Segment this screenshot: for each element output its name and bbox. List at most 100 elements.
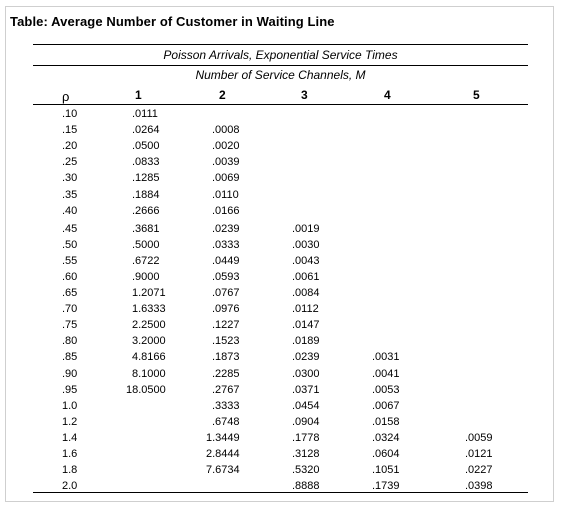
table-cell-m3: .0904	[292, 415, 320, 428]
table-cell-m1: .3681	[132, 222, 160, 235]
table-cell-m3: .0189	[292, 335, 320, 348]
rho-cell: .35	[62, 188, 78, 201]
top-rule	[33, 44, 528, 45]
column-header-3: 3	[301, 88, 308, 102]
table-cell-m1: 1.2071	[132, 287, 166, 299]
rho-cell: .65	[62, 287, 78, 299]
rho-cell: 1.4	[62, 431, 78, 444]
rho-cell: .75	[62, 319, 78, 332]
mid-rule	[33, 65, 528, 66]
rho-cell: 1.2	[62, 415, 78, 428]
table-cell-m2: 1.3449	[206, 431, 240, 444]
table-cell-m2: .0110	[212, 188, 239, 201]
rho-cell: .70	[62, 303, 78, 316]
rho-header: ρ	[62, 89, 70, 104]
table-cell-m1: .0111	[132, 108, 158, 120]
rho-cell: 1.0	[62, 399, 78, 412]
table-cell-m3: .0084	[292, 287, 320, 299]
table-cell-m2: .0069	[212, 172, 240, 185]
header-rule	[33, 104, 528, 105]
table-cell-m2: .1873	[212, 351, 240, 364]
column-header-1: 1	[135, 88, 142, 102]
table-cell-m1: .9000	[132, 270, 160, 283]
table-cell-m1: 2.2500	[132, 319, 166, 332]
rho-cell: 1.6	[62, 448, 78, 460]
rho-cell: .80	[62, 335, 78, 348]
table-cell-m3: .5320	[292, 464, 320, 477]
table-cell-m5: .0059	[465, 431, 493, 444]
rho-cell: .55	[62, 254, 78, 267]
table-cell-m2: .0008	[212, 124, 240, 137]
table-cell-m3: .0239	[292, 351, 320, 364]
table-cell-m4: .0041	[372, 367, 400, 380]
table-cell-m2: .0333	[212, 238, 240, 251]
table-cell-m1: .1285	[132, 172, 160, 185]
table-cell-m3: .0112	[292, 303, 319, 316]
table-cell-m1: 18.0500	[126, 383, 166, 396]
rho-cell: .15	[62, 124, 78, 137]
table-cell-m2: .0976	[212, 303, 240, 316]
rho-cell: .25	[62, 156, 78, 169]
table-cell-m2: .6748	[212, 415, 240, 428]
rho-cell: .45	[62, 222, 78, 235]
rho-cell: .40	[62, 204, 78, 217]
table-cell-m4: .0158	[372, 415, 400, 428]
table-cell-m2: .0166	[212, 204, 240, 217]
table-cell-m2: 7.6734	[206, 464, 240, 477]
rho-cell: .20	[62, 140, 78, 153]
table-cell-m3: .0454	[292, 399, 320, 412]
table-cell-m2: .0449	[212, 254, 240, 267]
table-cell-m4: .0067	[372, 399, 400, 412]
rho-cell: .10	[62, 108, 78, 120]
rho-cell: 2.0	[62, 480, 78, 493]
table-cell-m2: .2285	[212, 367, 240, 380]
rho-cell: .85	[62, 351, 78, 364]
table-cell-m3: .1778	[292, 431, 320, 444]
table-cell-m2: .0020	[212, 140, 240, 153]
table-cell-m4: .0604	[372, 448, 400, 460]
table-cell-m3: .8888	[292, 480, 320, 493]
table-cell-m2: .0039	[212, 156, 240, 169]
table-cell-m3: .0043	[292, 254, 320, 267]
table-cell-m1: .0264	[132, 124, 160, 137]
table-cell-m3: .0147	[292, 319, 320, 332]
table-cell-m2: .3333	[212, 399, 240, 412]
table-frame	[5, 6, 554, 502]
table-cell-m2: .1227	[212, 319, 240, 332]
column-header-5: 5	[473, 88, 480, 102]
rho-cell: .95	[62, 383, 78, 396]
column-header-2: 2	[219, 88, 226, 102]
table-cell-m1: .6722	[132, 254, 160, 267]
table-cell-m2: .0593	[212, 270, 240, 283]
table-cell-m4: .0031	[372, 351, 400, 364]
table-cell-m3: .0061	[292, 270, 320, 283]
table-cell-m3: .3128	[292, 448, 320, 460]
table-cell-m5: .0121	[465, 448, 493, 460]
table-cell-m2: .1523	[212, 335, 240, 348]
table-cell-m3: .0019	[292, 222, 320, 235]
table-cell-m3: .0371	[292, 383, 320, 396]
table-cell-m2: .2767	[212, 383, 240, 396]
table-cell-m1: 4.8166	[132, 351, 166, 364]
table-cell-m4: .0324	[372, 431, 400, 444]
table-cell-m2: 2.8444	[206, 448, 240, 460]
rho-cell: 1.8	[62, 464, 78, 477]
rho-cell: .90	[62, 367, 78, 380]
table-cell-m4: .1051	[372, 464, 400, 477]
subtitle-arrivals: Poisson Arrivals, Exponential Service Ti…	[163, 48, 398, 62]
rho-cell: .30	[62, 172, 78, 185]
table-cell-m5: .0227	[465, 464, 493, 477]
table-cell-m3: .0030	[292, 238, 320, 251]
table-cell-m1: 3.2000	[132, 335, 166, 348]
table-cell-m4: .1739	[372, 480, 400, 493]
bottom-rule	[33, 492, 528, 493]
rho-cell: .50	[62, 238, 78, 251]
table-cell-m2: .0767	[212, 287, 240, 299]
table-cell-m1: .0500	[132, 140, 160, 153]
table-cell-m2: .0239	[212, 222, 240, 235]
column-header-4: 4	[384, 88, 391, 102]
table-cell-m3: .0300	[292, 367, 320, 380]
table-cell-m1: .1884	[132, 188, 160, 201]
subtitle-channels: Number of Service Channels, M	[195, 68, 366, 82]
table-cell-m1: .0833	[132, 156, 160, 169]
